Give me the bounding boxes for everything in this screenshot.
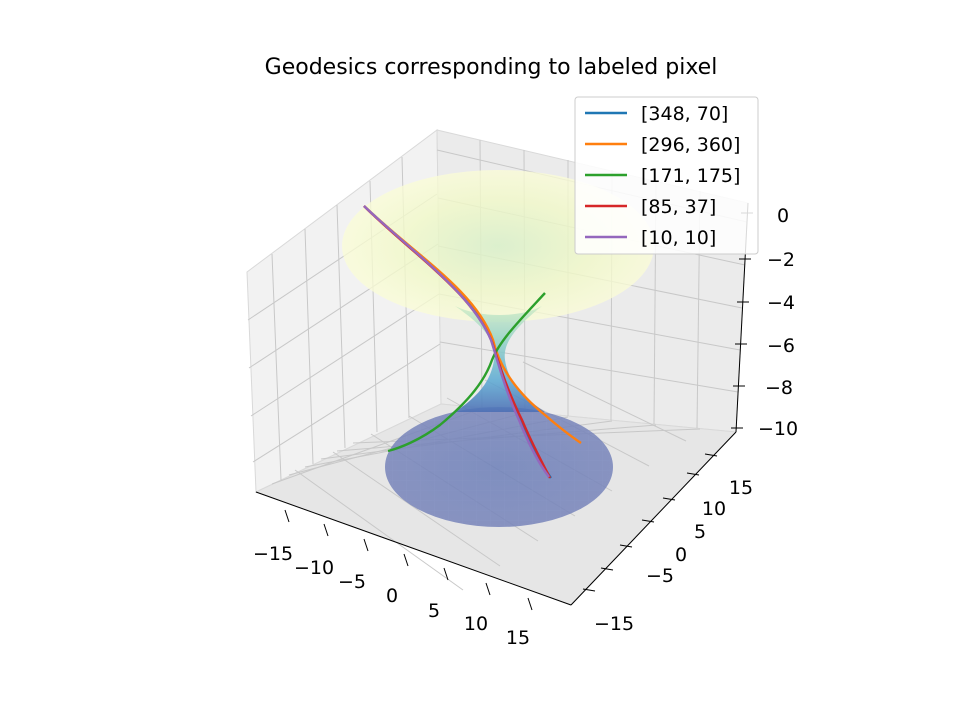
x-tick-label: −15	[253, 543, 293, 565]
geodesic-series	[363, 205, 582, 479]
legend-label-171-175: [171, 175]	[641, 165, 740, 187]
y-tick-mark	[662, 497, 676, 501]
chart-title: Geodesics corresponding to labeled pixel	[265, 55, 718, 80]
legend-label-10-10: [10, 10]	[641, 227, 716, 249]
grid-line-left-vertical	[271, 253, 282, 481]
x-tick-label: 10	[464, 613, 488, 635]
x-tick-mark	[363, 538, 369, 552]
x-tick-label: 5	[428, 600, 440, 622]
y-tick-label: 5	[694, 521, 706, 543]
z-tick-label: −2	[767, 249, 795, 271]
y-tick-mark	[686, 472, 700, 476]
legend: [348, 70] [296, 360] [171, 175] [85, 37] [10…	[574, 96, 759, 255]
x-tick-mark	[403, 553, 409, 567]
legend-box	[574, 96, 759, 255]
x-tick-mark	[323, 523, 329, 537]
grid-line-left-horizontal	[250, 293, 440, 417]
x-tick-label: −5	[338, 571, 366, 593]
legend-label-348-70: [348, 70]	[641, 103, 728, 125]
legend-entries: [348, 70] [296, 360] [171, 175] [85, 37] [10…	[585, 103, 740, 249]
grid-line-left-horizontal	[252, 343, 441, 463]
series-line-10-10	[363, 205, 550, 478]
y-axis-line	[570, 431, 737, 606]
x-tick-label: 15	[506, 627, 530, 649]
y-tick-mark	[582, 588, 596, 592]
z-tick-label: −4	[767, 292, 795, 314]
z-tick-label: −8	[765, 377, 793, 399]
y-tick-mark	[619, 544, 633, 548]
x-tick-mark	[485, 582, 491, 596]
grid-line-floor-x	[332, 451, 501, 567]
x-tick-mark	[527, 597, 533, 611]
y-tick-mark	[641, 519, 655, 523]
z-tick-label: 0	[777, 205, 789, 227]
y-tick-label: 15	[729, 477, 753, 499]
grid-line-floor-x	[294, 469, 464, 591]
grid-line-left-vertical	[336, 204, 346, 449]
y-tick-mark	[600, 567, 614, 571]
z-tick-label: −6	[767, 335, 795, 357]
y-tick-mark	[704, 453, 718, 457]
x-tick-label: −10	[294, 557, 334, 579]
surface-bottom-mesh	[385, 407, 613, 527]
legend-label-296-360: [296, 360]	[641, 134, 740, 156]
x-tick-mark	[284, 509, 290, 523]
y-tick-label: 10	[702, 498, 726, 520]
x-tick-label: 0	[386, 585, 398, 607]
x-tick-mark	[443, 567, 449, 581]
x-axis-line	[255, 491, 572, 606]
y-tick-label: 0	[675, 544, 687, 566]
legend-label-85-37: [85, 37]	[641, 196, 716, 218]
grid-line-back-horizontal	[439, 341, 739, 393]
y-tick-label: −5	[646, 565, 674, 587]
grid-line-floor-x	[522, 361, 687, 442]
series-line-171-175	[387, 292, 546, 453]
z-tick-label: −10	[758, 418, 798, 440]
y-tick-label: −15	[594, 613, 634, 635]
